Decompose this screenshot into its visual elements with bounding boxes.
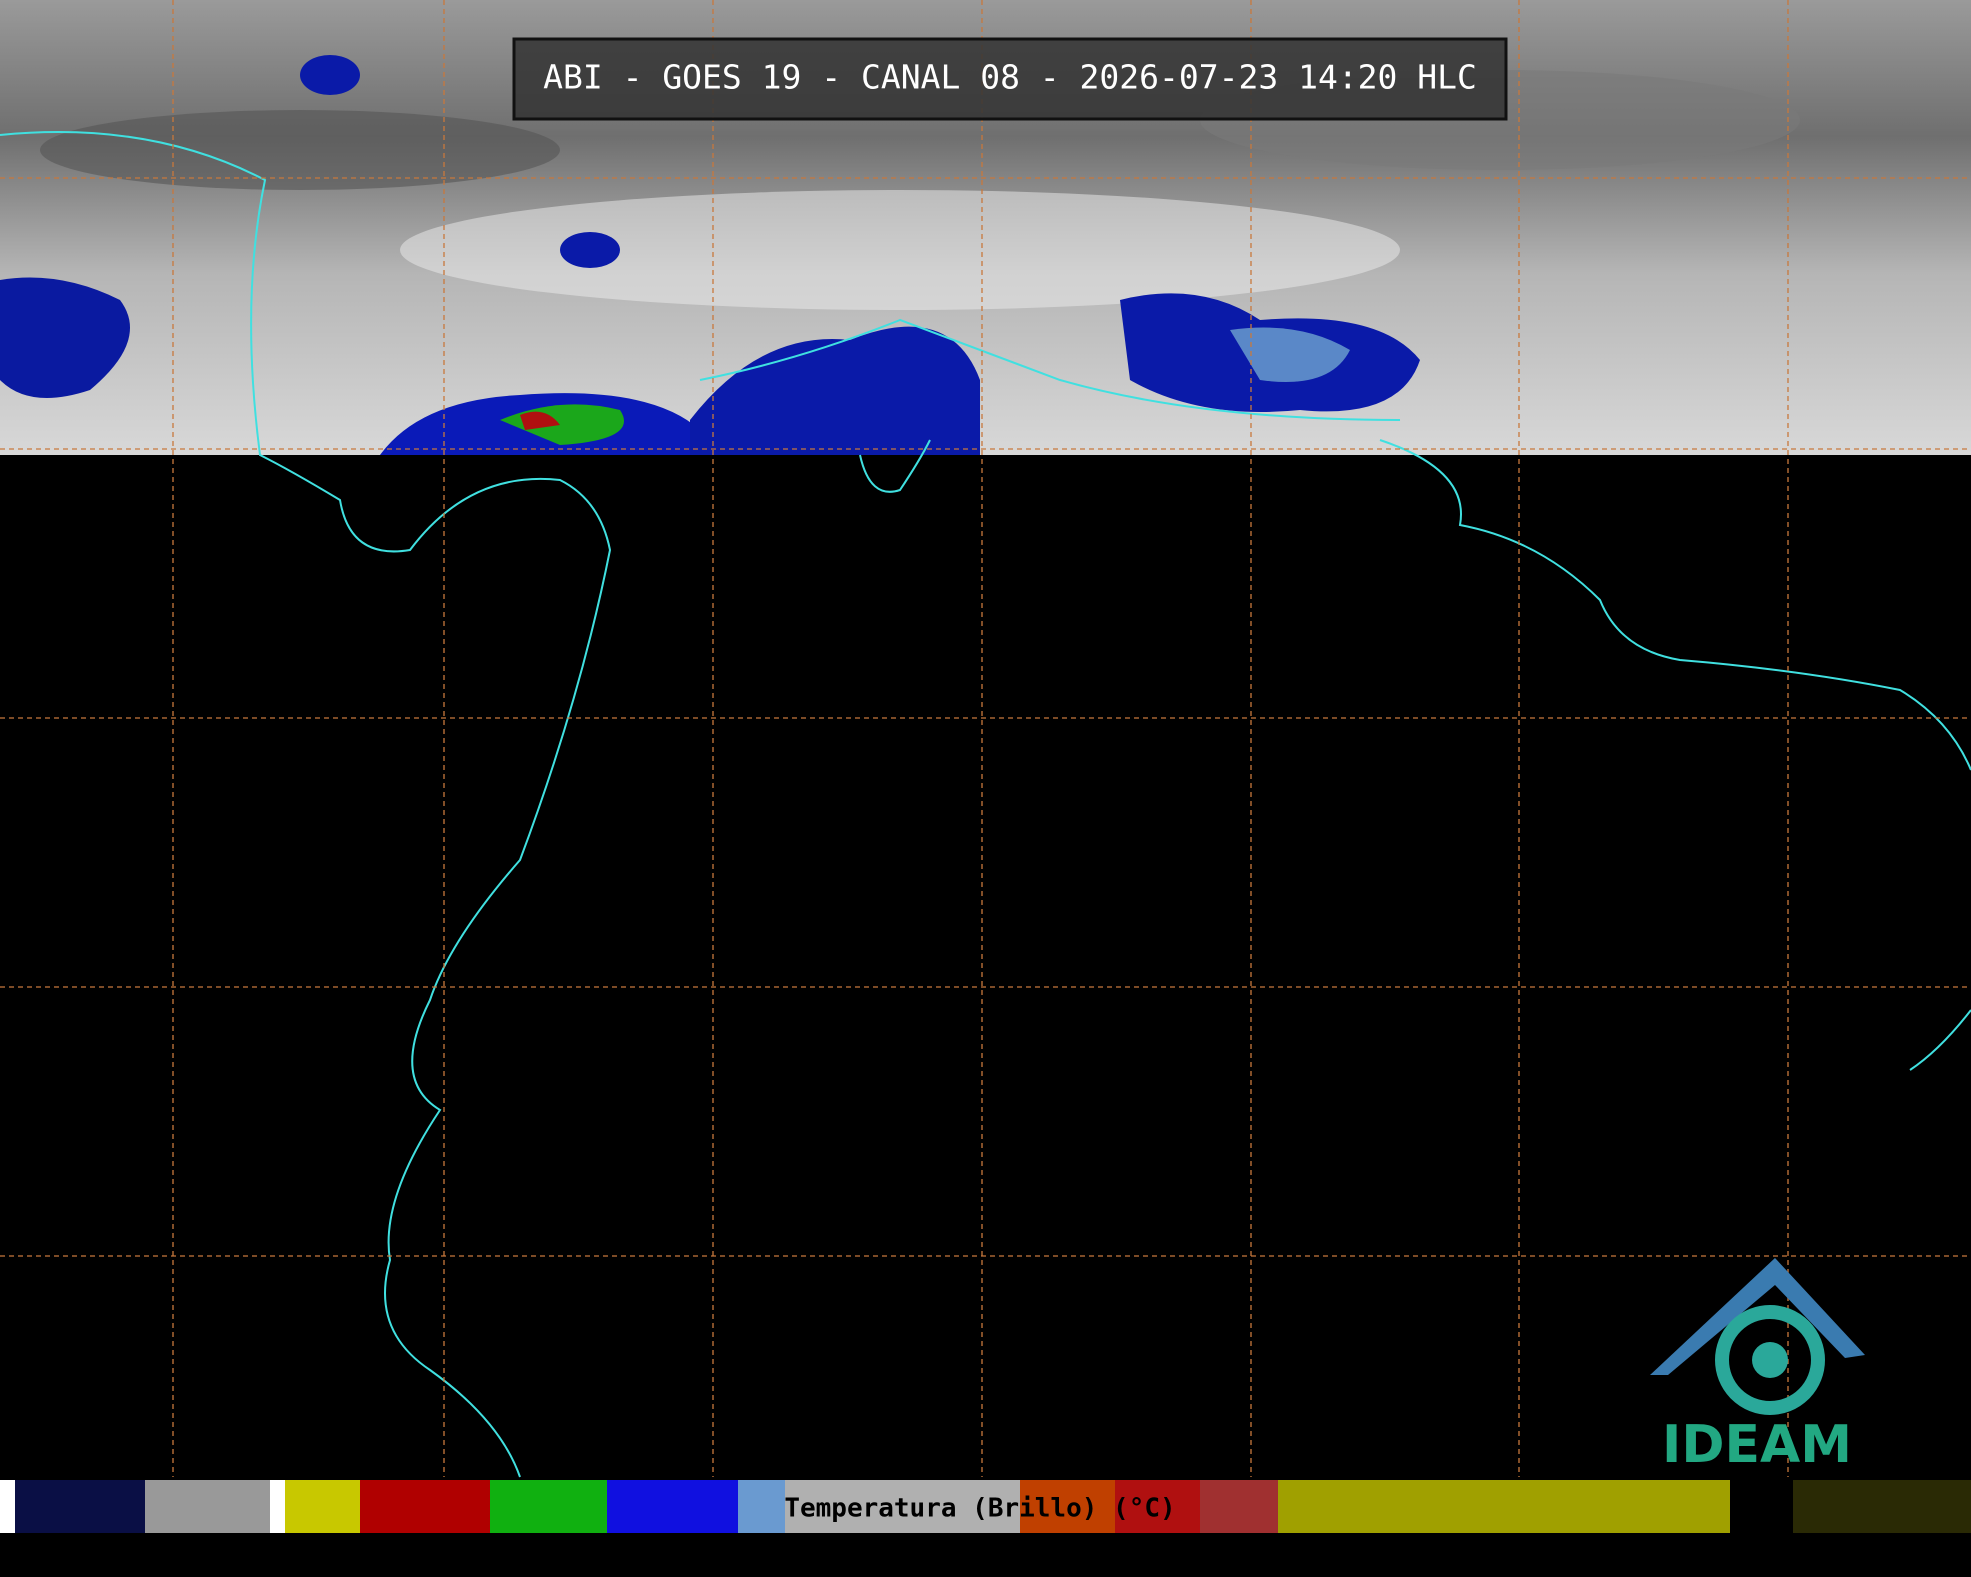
colorbar-band (1200, 1480, 1278, 1534)
colorbar-band (1278, 1480, 1730, 1534)
tick-label: −100 (116, 1553, 169, 1577)
tick-label: 0 (1302, 1553, 1315, 1577)
tick-label: −40 (822, 1553, 862, 1577)
title: ABI - GOES 19 - CANAL 08 - 2026-07-23 14… (543, 58, 1477, 97)
colorbar-band (270, 1480, 285, 1534)
tick-label: 40 (1762, 1553, 1789, 1577)
tick-label: −80 (355, 1553, 395, 1577)
colorbar-band (0, 1480, 15, 1534)
colorbar-band (15, 1480, 145, 1534)
colorbar-band (1793, 1480, 1971, 1534)
colorbar-band (785, 1480, 1020, 1534)
colorbar-band (360, 1480, 490, 1534)
colorbar: −100 −80 −60 −40 −20 0 20 40 (0, 1480, 1971, 1577)
colorbar-band (285, 1480, 360, 1534)
tick-label: 20 (1528, 1553, 1555, 1577)
logo-text: IDEAM (1662, 1415, 1852, 1475)
colorbar-band (1115, 1480, 1200, 1534)
title-box (512, 37, 1508, 121)
colorbar-band (607, 1480, 738, 1534)
colorbar-label: Temperatura (Brillo) (°C) (784, 1494, 1175, 1524)
logo: IDEAM (1650, 1258, 1865, 1475)
tick-label: −60 (589, 1553, 629, 1577)
coastlines (0, 131, 1971, 1478)
graticule (0, 0, 1971, 1477)
tick-label: −20 (1055, 1553, 1095, 1577)
colorbar-band (1020, 1480, 1115, 1534)
colorbar-band (490, 1480, 607, 1534)
colorbar-band (738, 1480, 785, 1534)
colorbar-band (1730, 1480, 1793, 1534)
colorbar-band (145, 1480, 270, 1534)
